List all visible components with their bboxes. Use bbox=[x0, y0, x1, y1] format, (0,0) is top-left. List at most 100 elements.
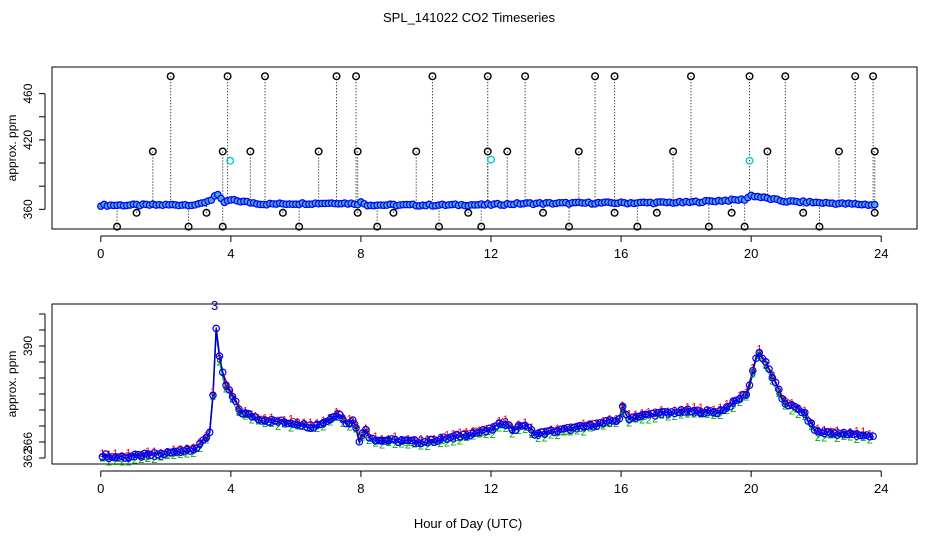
outlier-point bbox=[669, 147, 678, 156]
outlier-point bbox=[352, 72, 361, 81]
outlier-point bbox=[132, 208, 141, 217]
series-marker-2: 2 bbox=[685, 409, 691, 421]
outlier-point bbox=[799, 208, 808, 217]
series-marker-1: 1 bbox=[288, 413, 294, 425]
series-marker-2: 2 bbox=[392, 439, 398, 451]
series-marker-2: 2 bbox=[815, 432, 821, 444]
outlier-point bbox=[477, 222, 486, 231]
series-marker-2: 2 bbox=[626, 417, 632, 429]
series-marker-1: 1 bbox=[698, 402, 704, 414]
data-point bbox=[218, 368, 227, 377]
outlier-point bbox=[202, 208, 211, 217]
series-marker-2: 2 bbox=[522, 424, 528, 436]
series-marker-2: 2 bbox=[633, 413, 639, 425]
outlier-point bbox=[870, 208, 879, 217]
series-marker-2: 2 bbox=[112, 456, 118, 468]
x-tick-label: 24 bbox=[874, 481, 888, 496]
series-marker-2: 2 bbox=[646, 415, 652, 427]
series-marker-2: 2 bbox=[145, 453, 151, 465]
series-marker-2: 2 bbox=[847, 432, 853, 444]
data-point bbox=[212, 324, 221, 333]
series-marker-1: 1 bbox=[353, 418, 359, 430]
data-point bbox=[313, 420, 321, 429]
data-point bbox=[690, 406, 699, 415]
series-marker-3: 3 bbox=[620, 402, 626, 414]
data-point bbox=[472, 429, 481, 437]
data-point bbox=[716, 406, 725, 415]
outlier-point bbox=[218, 147, 227, 156]
data-point bbox=[755, 348, 764, 357]
series-marker-2: 2 bbox=[717, 410, 723, 422]
data-point bbox=[388, 435, 396, 443]
outlier-point bbox=[332, 72, 341, 81]
series-marker-3: 3 bbox=[444, 434, 450, 446]
x-tick-label: 12 bbox=[484, 246, 498, 261]
series-marker-1: 1 bbox=[750, 362, 756, 374]
data-point bbox=[215, 352, 224, 360]
flagged-point bbox=[487, 155, 496, 164]
outlier-point bbox=[745, 72, 754, 81]
series-marker-3: 3 bbox=[808, 419, 814, 431]
outlier-point bbox=[591, 72, 600, 81]
series-marker-2: 2 bbox=[802, 411, 808, 423]
data-point bbox=[765, 365, 773, 373]
series-marker-1: 1 bbox=[242, 405, 248, 417]
x-tick-label: 12 bbox=[484, 481, 498, 496]
outlier-point bbox=[166, 72, 175, 81]
series-marker-1: 1 bbox=[808, 418, 814, 430]
series-marker-1: 1 bbox=[763, 357, 769, 369]
outlier-point bbox=[278, 208, 287, 217]
data-point bbox=[742, 390, 751, 399]
series-marker-2: 2 bbox=[763, 360, 769, 372]
outlier-point bbox=[610, 208, 619, 217]
series-marker-2: 2 bbox=[451, 436, 457, 448]
series-marker-2: 2 bbox=[776, 388, 782, 400]
data-point bbox=[342, 419, 351, 428]
series-marker-2: 2 bbox=[867, 435, 873, 447]
data-point bbox=[703, 406, 712, 414]
x-tick-label: 8 bbox=[357, 246, 364, 261]
data-point bbox=[748, 366, 757, 375]
data-point bbox=[446, 433, 455, 442]
series-marker-2: 2 bbox=[386, 437, 392, 449]
series-marker-2: 2 bbox=[821, 432, 827, 444]
series-marker-2: 2 bbox=[620, 405, 626, 417]
series-marker-1: 1 bbox=[503, 414, 509, 426]
series-marker-1: 1 bbox=[730, 397, 736, 409]
data-point bbox=[609, 417, 617, 425]
series-marker-2: 2 bbox=[730, 403, 736, 415]
data-point bbox=[774, 385, 783, 394]
data-point bbox=[706, 407, 715, 415]
data-point bbox=[362, 425, 370, 434]
series-marker-2: 2 bbox=[158, 452, 164, 464]
x-tick-label: 0 bbox=[97, 246, 104, 261]
series-marker-1: 1 bbox=[359, 428, 365, 440]
series-marker-3: 3 bbox=[223, 381, 229, 393]
data-point bbox=[420, 438, 429, 446]
outlier-point bbox=[412, 147, 421, 156]
outlier-point bbox=[373, 222, 382, 231]
data-point bbox=[827, 429, 835, 437]
data-point bbox=[248, 413, 256, 421]
outlier-point bbox=[815, 222, 824, 231]
outlier-point bbox=[483, 72, 492, 81]
data-point bbox=[241, 409, 250, 417]
series-marker-1: 1 bbox=[301, 417, 307, 429]
series-marker-2: 2 bbox=[171, 450, 177, 462]
series-marker-1: 1 bbox=[854, 425, 860, 437]
data-point bbox=[615, 414, 624, 423]
series-marker-3: 3 bbox=[99, 452, 105, 464]
data-point bbox=[866, 432, 874, 441]
series-marker-2: 2 bbox=[151, 454, 157, 466]
outlier-point bbox=[503, 147, 512, 156]
outlier-point bbox=[521, 72, 530, 81]
data-point bbox=[797, 408, 806, 417]
series-marker-1: 1 bbox=[268, 412, 274, 424]
series-marker-2: 2 bbox=[542, 433, 548, 445]
data-point bbox=[869, 432, 877, 441]
x-tick-label: 24 bbox=[874, 246, 888, 261]
outlier-point bbox=[781, 72, 790, 81]
outlier-point bbox=[353, 208, 362, 217]
